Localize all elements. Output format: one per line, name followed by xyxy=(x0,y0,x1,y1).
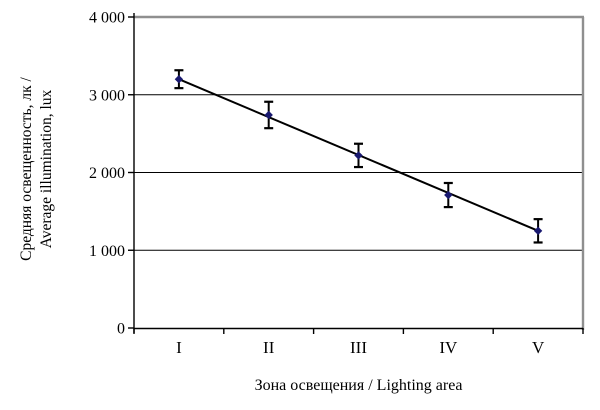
x-category-label: II xyxy=(263,338,275,357)
y-tick-label: 3 000 xyxy=(89,87,125,104)
x-category-label: IV xyxy=(439,338,458,357)
y-tick-label: 4 000 xyxy=(89,10,125,27)
y-axis-title-line1: Средняя освещенность, лк / xyxy=(18,77,35,261)
x-axis-title: Зона освещения / Lighting area xyxy=(254,377,463,394)
data-point-marker xyxy=(264,110,273,120)
x-category-label: V xyxy=(532,338,545,357)
y-tick-label: 0 xyxy=(117,321,125,338)
y-tick-label: 2 000 xyxy=(89,165,125,182)
x-category-label: I xyxy=(176,338,182,357)
x-category-label: III xyxy=(350,338,367,357)
data-point-marker xyxy=(444,190,453,200)
y-axis-title-line2: Average illumination, lux xyxy=(38,89,55,249)
data-point-marker xyxy=(174,75,184,84)
data-point-marker xyxy=(533,226,543,236)
y-tick-label: 1 000 xyxy=(89,243,125,260)
y-axis-title: Средняя освещенность, лк / Average illum… xyxy=(17,19,59,319)
data-point-marker xyxy=(354,151,363,160)
